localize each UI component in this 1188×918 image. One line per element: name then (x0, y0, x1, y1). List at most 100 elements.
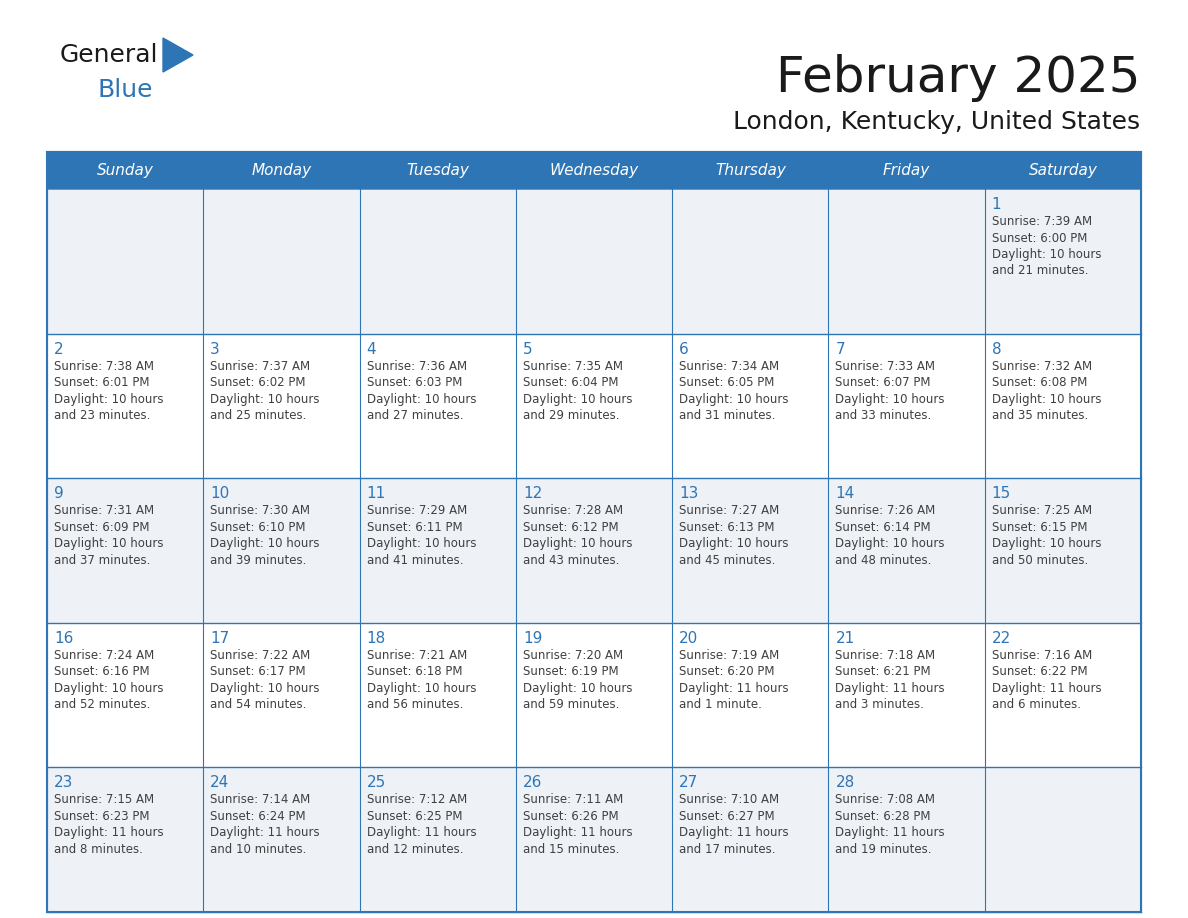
Text: 18: 18 (367, 631, 386, 645)
Text: Sunrise: 7:28 AM
Sunset: 6:12 PM
Daylight: 10 hours
and 43 minutes.: Sunrise: 7:28 AM Sunset: 6:12 PM Dayligh… (523, 504, 632, 566)
Text: 8: 8 (992, 341, 1001, 356)
Text: 22: 22 (992, 631, 1011, 645)
Bar (48, 152, 203, 189)
Bar (985, 622, 1140, 767)
Text: Wednesday: Wednesday (549, 163, 639, 178)
Bar (48, 333, 203, 478)
Text: Sunrise: 7:36 AM
Sunset: 6:03 PM
Daylight: 10 hours
and 27 minutes.: Sunrise: 7:36 AM Sunset: 6:03 PM Dayligh… (367, 360, 476, 422)
Text: Blue: Blue (97, 78, 152, 102)
Bar (672, 333, 828, 478)
Bar (672, 189, 828, 333)
Text: 25: 25 (367, 776, 386, 790)
Text: Sunrise: 7:11 AM
Sunset: 6:26 PM
Daylight: 11 hours
and 15 minutes.: Sunrise: 7:11 AM Sunset: 6:26 PM Dayligh… (523, 793, 632, 856)
Text: Sunrise: 7:38 AM
Sunset: 6:01 PM
Daylight: 10 hours
and 23 minutes.: Sunrise: 7:38 AM Sunset: 6:01 PM Dayligh… (53, 360, 164, 422)
Text: 26: 26 (523, 776, 542, 790)
Bar (360, 478, 516, 622)
Bar (48, 767, 203, 912)
Text: 9: 9 (53, 487, 64, 501)
Text: Tuesday: Tuesday (406, 163, 469, 178)
Text: Sunrise: 7:32 AM
Sunset: 6:08 PM
Daylight: 10 hours
and 35 minutes.: Sunrise: 7:32 AM Sunset: 6:08 PM Dayligh… (992, 360, 1101, 422)
Bar (828, 622, 985, 767)
Text: Sunrise: 7:18 AM
Sunset: 6:21 PM
Daylight: 11 hours
and 3 minutes.: Sunrise: 7:18 AM Sunset: 6:21 PM Dayligh… (835, 649, 944, 711)
Text: 24: 24 (210, 776, 229, 790)
Bar (48, 478, 203, 622)
Text: Sunrise: 7:33 AM
Sunset: 6:07 PM
Daylight: 10 hours
and 33 minutes.: Sunrise: 7:33 AM Sunset: 6:07 PM Dayligh… (835, 360, 944, 422)
Bar (203, 189, 360, 333)
Bar (672, 767, 828, 912)
Text: 27: 27 (680, 776, 699, 790)
Bar (203, 152, 360, 189)
Text: Sunrise: 7:12 AM
Sunset: 6:25 PM
Daylight: 11 hours
and 12 minutes.: Sunrise: 7:12 AM Sunset: 6:25 PM Dayligh… (367, 793, 476, 856)
Text: 1: 1 (992, 197, 1001, 212)
Bar (985, 767, 1140, 912)
Text: 7: 7 (835, 341, 845, 356)
Text: Sunrise: 7:08 AM
Sunset: 6:28 PM
Daylight: 11 hours
and 19 minutes.: Sunrise: 7:08 AM Sunset: 6:28 PM Dayligh… (835, 793, 944, 856)
Text: Sunrise: 7:31 AM
Sunset: 6:09 PM
Daylight: 10 hours
and 37 minutes.: Sunrise: 7:31 AM Sunset: 6:09 PM Dayligh… (53, 504, 164, 566)
Text: Sunrise: 7:16 AM
Sunset: 6:22 PM
Daylight: 11 hours
and 6 minutes.: Sunrise: 7:16 AM Sunset: 6:22 PM Dayligh… (992, 649, 1101, 711)
Bar (985, 152, 1140, 189)
Text: Sunrise: 7:15 AM
Sunset: 6:23 PM
Daylight: 11 hours
and 8 minutes.: Sunrise: 7:15 AM Sunset: 6:23 PM Dayligh… (53, 793, 164, 856)
Bar (828, 333, 985, 478)
Bar (672, 622, 828, 767)
Text: 20: 20 (680, 631, 699, 645)
Text: 28: 28 (835, 776, 854, 790)
Bar (516, 152, 672, 189)
Bar (360, 189, 516, 333)
Bar (672, 478, 828, 622)
Bar (516, 333, 672, 478)
Bar (985, 333, 1140, 478)
Text: Sunrise: 7:22 AM
Sunset: 6:17 PM
Daylight: 10 hours
and 54 minutes.: Sunrise: 7:22 AM Sunset: 6:17 PM Dayligh… (210, 649, 320, 711)
Text: Sunrise: 7:27 AM
Sunset: 6:13 PM
Daylight: 10 hours
and 45 minutes.: Sunrise: 7:27 AM Sunset: 6:13 PM Dayligh… (680, 504, 789, 566)
Text: Saturday: Saturday (1029, 163, 1098, 178)
Bar (48, 189, 203, 333)
Text: 21: 21 (835, 631, 854, 645)
Text: 5: 5 (523, 341, 532, 356)
Text: Sunrise: 7:19 AM
Sunset: 6:20 PM
Daylight: 11 hours
and 1 minute.: Sunrise: 7:19 AM Sunset: 6:20 PM Dayligh… (680, 649, 789, 711)
Text: Monday: Monday (252, 163, 311, 178)
Text: 2: 2 (53, 341, 64, 356)
Text: 19: 19 (523, 631, 542, 645)
Bar (516, 478, 672, 622)
Text: 11: 11 (367, 487, 386, 501)
Bar (203, 767, 360, 912)
Text: Friday: Friday (883, 163, 930, 178)
Bar (360, 622, 516, 767)
Text: Sunrise: 7:30 AM
Sunset: 6:10 PM
Daylight: 10 hours
and 39 minutes.: Sunrise: 7:30 AM Sunset: 6:10 PM Dayligh… (210, 504, 320, 566)
Bar (48, 152, 1140, 912)
Text: 16: 16 (53, 631, 74, 645)
Bar (360, 152, 516, 189)
Text: 15: 15 (992, 487, 1011, 501)
Text: Sunrise: 7:10 AM
Sunset: 6:27 PM
Daylight: 11 hours
and 17 minutes.: Sunrise: 7:10 AM Sunset: 6:27 PM Dayligh… (680, 793, 789, 856)
Bar (203, 622, 360, 767)
Text: General: General (61, 43, 158, 67)
Bar (360, 333, 516, 478)
Bar (985, 189, 1140, 333)
Text: 13: 13 (680, 487, 699, 501)
Text: 3: 3 (210, 341, 220, 356)
Text: Sunday: Sunday (96, 163, 153, 178)
Bar (828, 478, 985, 622)
Text: Sunrise: 7:29 AM
Sunset: 6:11 PM
Daylight: 10 hours
and 41 minutes.: Sunrise: 7:29 AM Sunset: 6:11 PM Dayligh… (367, 504, 476, 566)
Bar (516, 767, 672, 912)
Text: 6: 6 (680, 341, 689, 356)
Bar (203, 333, 360, 478)
Text: 17: 17 (210, 631, 229, 645)
Text: Sunrise: 7:39 AM
Sunset: 6:00 PM
Daylight: 10 hours
and 21 minutes.: Sunrise: 7:39 AM Sunset: 6:00 PM Dayligh… (992, 215, 1101, 277)
Polygon shape (163, 38, 192, 72)
Text: Sunrise: 7:37 AM
Sunset: 6:02 PM
Daylight: 10 hours
and 25 minutes.: Sunrise: 7:37 AM Sunset: 6:02 PM Dayligh… (210, 360, 320, 422)
Bar (360, 767, 516, 912)
Bar (828, 152, 985, 189)
Bar (203, 478, 360, 622)
Text: Sunrise: 7:25 AM
Sunset: 6:15 PM
Daylight: 10 hours
and 50 minutes.: Sunrise: 7:25 AM Sunset: 6:15 PM Dayligh… (992, 504, 1101, 566)
Bar (48, 622, 203, 767)
Text: 23: 23 (53, 776, 74, 790)
Bar (516, 622, 672, 767)
Text: Sunrise: 7:20 AM
Sunset: 6:19 PM
Daylight: 10 hours
and 59 minutes.: Sunrise: 7:20 AM Sunset: 6:19 PM Dayligh… (523, 649, 632, 711)
Text: Sunrise: 7:24 AM
Sunset: 6:16 PM
Daylight: 10 hours
and 52 minutes.: Sunrise: 7:24 AM Sunset: 6:16 PM Dayligh… (53, 649, 164, 711)
Text: London, Kentucky, United States: London, Kentucky, United States (733, 110, 1140, 134)
Text: Sunrise: 7:26 AM
Sunset: 6:14 PM
Daylight: 10 hours
and 48 minutes.: Sunrise: 7:26 AM Sunset: 6:14 PM Dayligh… (835, 504, 944, 566)
Text: Sunrise: 7:21 AM
Sunset: 6:18 PM
Daylight: 10 hours
and 56 minutes.: Sunrise: 7:21 AM Sunset: 6:18 PM Dayligh… (367, 649, 476, 711)
Bar (828, 767, 985, 912)
Text: 4: 4 (367, 341, 377, 356)
Text: Sunrise: 7:14 AM
Sunset: 6:24 PM
Daylight: 11 hours
and 10 minutes.: Sunrise: 7:14 AM Sunset: 6:24 PM Dayligh… (210, 793, 320, 856)
